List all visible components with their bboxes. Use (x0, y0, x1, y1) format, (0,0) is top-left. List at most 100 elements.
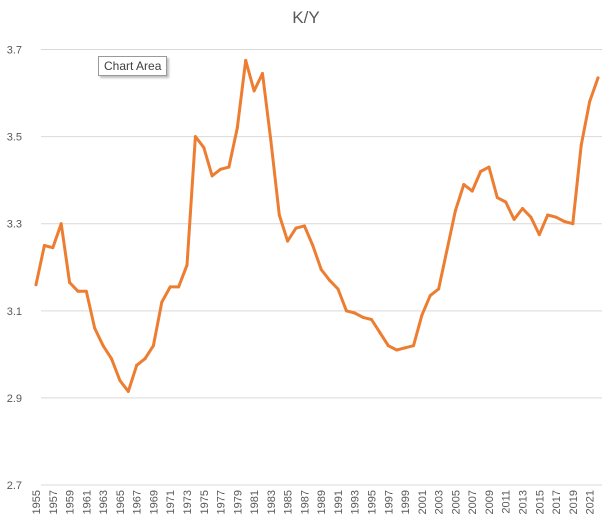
x-tick-label: 2001 (417, 490, 429, 514)
data-point (546, 213, 550, 217)
data-point (160, 300, 164, 304)
x-tick-label: 1963 (98, 490, 110, 514)
data-point (219, 167, 223, 171)
x-tick-label: 2011 (501, 490, 513, 514)
data-point (344, 309, 348, 313)
y-tick-label: 3.1 (7, 306, 22, 318)
data-point (135, 363, 139, 367)
data-point (445, 248, 449, 252)
data-point (59, 222, 63, 226)
data-point (193, 135, 197, 139)
data-point (294, 226, 298, 230)
x-tick-label: 1977 (216, 490, 228, 514)
x-tick-label: 1999 (400, 490, 412, 514)
data-point (428, 294, 432, 298)
x-tick-label: 1957 (48, 490, 60, 514)
data-point (411, 344, 415, 348)
x-tick-label: 2007 (467, 490, 479, 514)
x-tick-label: 1971 (165, 490, 177, 514)
x-tick-label: 1981 (249, 490, 261, 514)
x-tick-label: 1979 (232, 490, 244, 514)
y-tick-label: 3.3 (7, 219, 22, 231)
data-point (521, 206, 525, 210)
data-point (269, 139, 273, 143)
series-line (34, 58, 600, 393)
y-tick-label: 3.5 (7, 132, 22, 144)
x-tick-label: 2003 (434, 490, 446, 514)
data-point (462, 183, 466, 187)
x-tick-label: 1961 (81, 490, 93, 514)
x-tick-label: 2017 (551, 490, 563, 514)
data-point (336, 287, 340, 291)
x-tick-label: 1987 (299, 490, 311, 514)
data-point (512, 217, 516, 221)
x-tick-label: 1965 (115, 490, 127, 514)
data-point (51, 246, 55, 250)
data-point (143, 357, 147, 361)
data-point (252, 89, 256, 93)
data-point (202, 146, 206, 150)
data-point (487, 165, 491, 169)
x-tick-label: 1967 (132, 490, 144, 514)
data-point (479, 169, 483, 173)
data-point (185, 263, 189, 267)
data-point (571, 222, 575, 226)
x-tick-label: 2021 (585, 490, 597, 514)
x-tick-label: 1993 (350, 490, 362, 514)
data-point (386, 344, 390, 348)
data-point (84, 289, 88, 293)
data-point (596, 76, 600, 80)
y-tick-label: 2.7 (7, 480, 22, 492)
data-point (126, 389, 130, 393)
data-point (420, 313, 424, 317)
x-tick-label: 1975 (199, 490, 211, 514)
data-point (353, 311, 357, 315)
data-point (177, 285, 181, 289)
data-point (378, 331, 382, 335)
data-point (504, 200, 508, 204)
data-point (302, 224, 306, 228)
x-tick-label: 2009 (484, 490, 496, 514)
data-point (286, 239, 290, 243)
data-point (101, 344, 105, 348)
x-tick-label: 1985 (283, 490, 295, 514)
data-point (42, 244, 46, 247)
data-point (529, 215, 533, 219)
data-point (93, 326, 97, 330)
data-point (210, 174, 214, 178)
data-point (370, 318, 374, 322)
chart-area-tooltip: Chart Area (98, 56, 168, 76)
x-tick-label: 2013 (518, 490, 530, 514)
data-point (403, 346, 407, 350)
x-tick-label: 1983 (266, 490, 278, 514)
data-point (361, 315, 365, 319)
data-point (109, 357, 113, 361)
data-point (227, 165, 231, 169)
data-point (151, 344, 155, 348)
data-point (537, 233, 541, 237)
data-point (311, 244, 315, 247)
data-point (328, 278, 332, 282)
x-tick-label: 2015 (534, 490, 546, 514)
data-point (554, 215, 558, 219)
x-tick-label: 1991 (333, 490, 345, 514)
data-point (395, 348, 399, 352)
x-tick-label: 2005 (450, 490, 462, 514)
x-tick-label: 1955 (31, 490, 43, 514)
data-point (34, 283, 38, 287)
data-point (437, 287, 441, 291)
y-tick-label: 2.9 (7, 393, 22, 405)
x-tick-label: 1997 (383, 490, 395, 514)
data-point (579, 143, 583, 147)
data-point (470, 189, 474, 193)
data-point (244, 58, 248, 62)
x-tick-label: 1973 (182, 490, 194, 514)
x-tick-label: 1995 (367, 490, 379, 514)
data-point (319, 267, 323, 271)
data-point (168, 285, 172, 289)
x-tick-label: 1969 (148, 490, 160, 514)
data-point (562, 220, 566, 224)
x-tick-label: 2019 (568, 490, 580, 514)
